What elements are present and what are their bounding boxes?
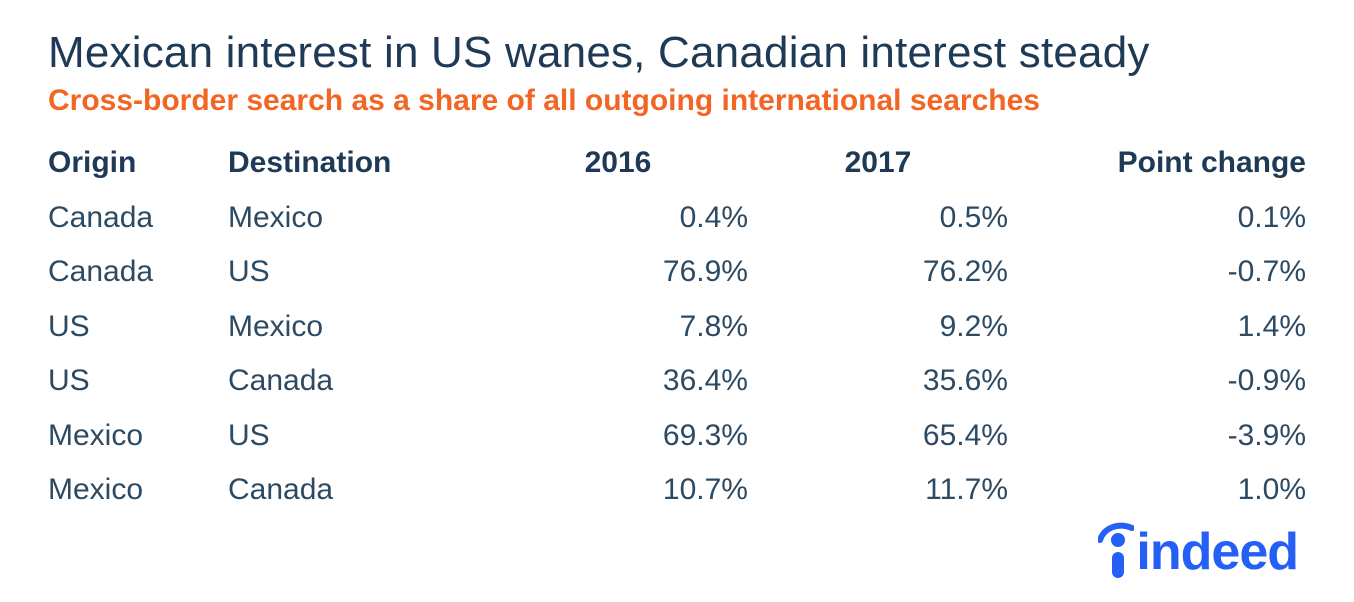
col-header-2017: 2017 xyxy=(748,136,1008,191)
indeed-logo: indeed xyxy=(1098,520,1298,578)
cell-2017: 9.2% xyxy=(748,300,1008,355)
col-header-destination: Destination xyxy=(228,136,488,191)
table-row: Canada US 76.9% 76.2% -0.7% xyxy=(48,245,1306,300)
cell-point-change: 1.4% xyxy=(1008,300,1306,355)
table-row: Mexico Canada 10.7% 11.7% 1.0% xyxy=(48,463,1306,518)
cell-2016: 10.7% xyxy=(488,463,748,518)
cell-origin: US xyxy=(48,354,228,409)
cell-point-change: 1.0% xyxy=(1008,463,1306,518)
cell-point-change: -3.9% xyxy=(1008,409,1306,464)
cell-point-change: -0.9% xyxy=(1008,354,1306,409)
cell-2016: 7.8% xyxy=(488,300,748,355)
cell-2017: 11.7% xyxy=(748,463,1008,518)
indeed-logo-icon xyxy=(1098,520,1134,578)
cell-destination: US xyxy=(228,245,488,300)
cell-origin: US xyxy=(48,300,228,355)
cell-2017: 65.4% xyxy=(748,409,1008,464)
cell-2017: 76.2% xyxy=(748,245,1008,300)
cell-2017: 35.6% xyxy=(748,354,1008,409)
col-header-point-change: Point change xyxy=(1008,136,1306,191)
cell-2017: 0.5% xyxy=(748,191,1008,246)
cell-point-change: 0.1% xyxy=(1008,191,1306,246)
cell-destination: Mexico xyxy=(228,300,488,355)
page-title: Mexican interest in US wanes, Canadian i… xyxy=(48,28,1306,78)
col-header-2016: 2016 xyxy=(488,136,748,191)
cell-destination: US xyxy=(228,409,488,464)
table-row: US Mexico 7.8% 9.2% 1.4% xyxy=(48,300,1306,355)
cell-origin: Mexico xyxy=(48,463,228,518)
cell-destination: Canada xyxy=(228,463,488,518)
cell-destination: Mexico xyxy=(228,191,488,246)
cell-origin: Mexico xyxy=(48,409,228,464)
cell-2016: 76.9% xyxy=(488,245,748,300)
cell-origin: Canada xyxy=(48,245,228,300)
cell-2016: 0.4% xyxy=(488,191,748,246)
table-row: Mexico US 69.3% 65.4% -3.9% xyxy=(48,409,1306,464)
page-subtitle: Cross-border search as a share of all ou… xyxy=(48,84,1306,118)
cell-2016: 36.4% xyxy=(488,354,748,409)
cell-origin: Canada xyxy=(48,191,228,246)
indeed-logo-text: indeed xyxy=(1136,526,1298,578)
cell-2016: 69.3% xyxy=(488,409,748,464)
data-table: Origin Destination 2016 2017 Point chang… xyxy=(48,136,1306,518)
table-header-row: Origin Destination 2016 2017 Point chang… xyxy=(48,136,1306,191)
cell-destination: Canada xyxy=(228,354,488,409)
table-row: Canada Mexico 0.4% 0.5% 0.1% xyxy=(48,191,1306,246)
col-header-origin: Origin xyxy=(48,136,228,191)
cell-point-change: -0.7% xyxy=(1008,245,1306,300)
table-row: US Canada 36.4% 35.6% -0.9% xyxy=(48,354,1306,409)
